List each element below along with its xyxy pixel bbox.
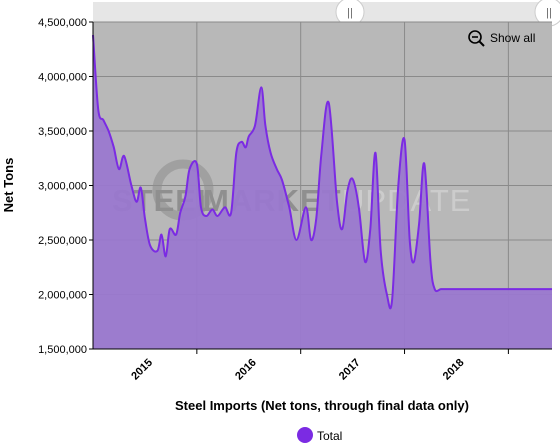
x-tick-label: 2018 (441, 357, 467, 383)
series-total-line[interactable] (92, 35, 552, 310)
y-axis-title: Net Tons (1, 158, 16, 213)
navigator-left-handle-glyph: || (347, 7, 353, 19)
y-tick-label: 1,500,000 (38, 344, 87, 356)
navigator-right-handle-glyph: || (546, 7, 552, 19)
x-axis-title: Steel Imports (Net tons, through final d… (175, 398, 469, 413)
y-tick-label: 2,000,000 (38, 290, 87, 302)
y-tick-label: 3,000,000 (38, 181, 87, 193)
y-tick-label: 3,500,000 (38, 126, 87, 138)
legend-label: Total (317, 429, 342, 443)
y-tick-label: 2,500,000 (38, 235, 87, 247)
navigator-track[interactable] (93, 2, 552, 22)
x-tick-label: 2016 (233, 357, 259, 383)
y-tick-label: 4,500,000 (38, 17, 87, 29)
series-total-area[interactable] (93, 35, 552, 349)
x-tick-label: 2015 (129, 357, 155, 383)
show-all-label: Show all (490, 31, 535, 45)
legend-marker-icon (297, 427, 313, 443)
legend[interactable]: Total (297, 427, 342, 443)
x-tick-label: 2017 (337, 357, 363, 383)
show-all-button[interactable]: Show all (468, 30, 535, 47)
y-tick-label: 4,000,000 (38, 72, 87, 84)
zoom-out-icon (468, 30, 485, 47)
x-axis-ticks: 2015 2016 2017 2018 (129, 349, 509, 383)
y-axis-ticks: 1,500,000 2,000,000 2,500,000 3,000,000 3,50… (38, 17, 93, 356)
